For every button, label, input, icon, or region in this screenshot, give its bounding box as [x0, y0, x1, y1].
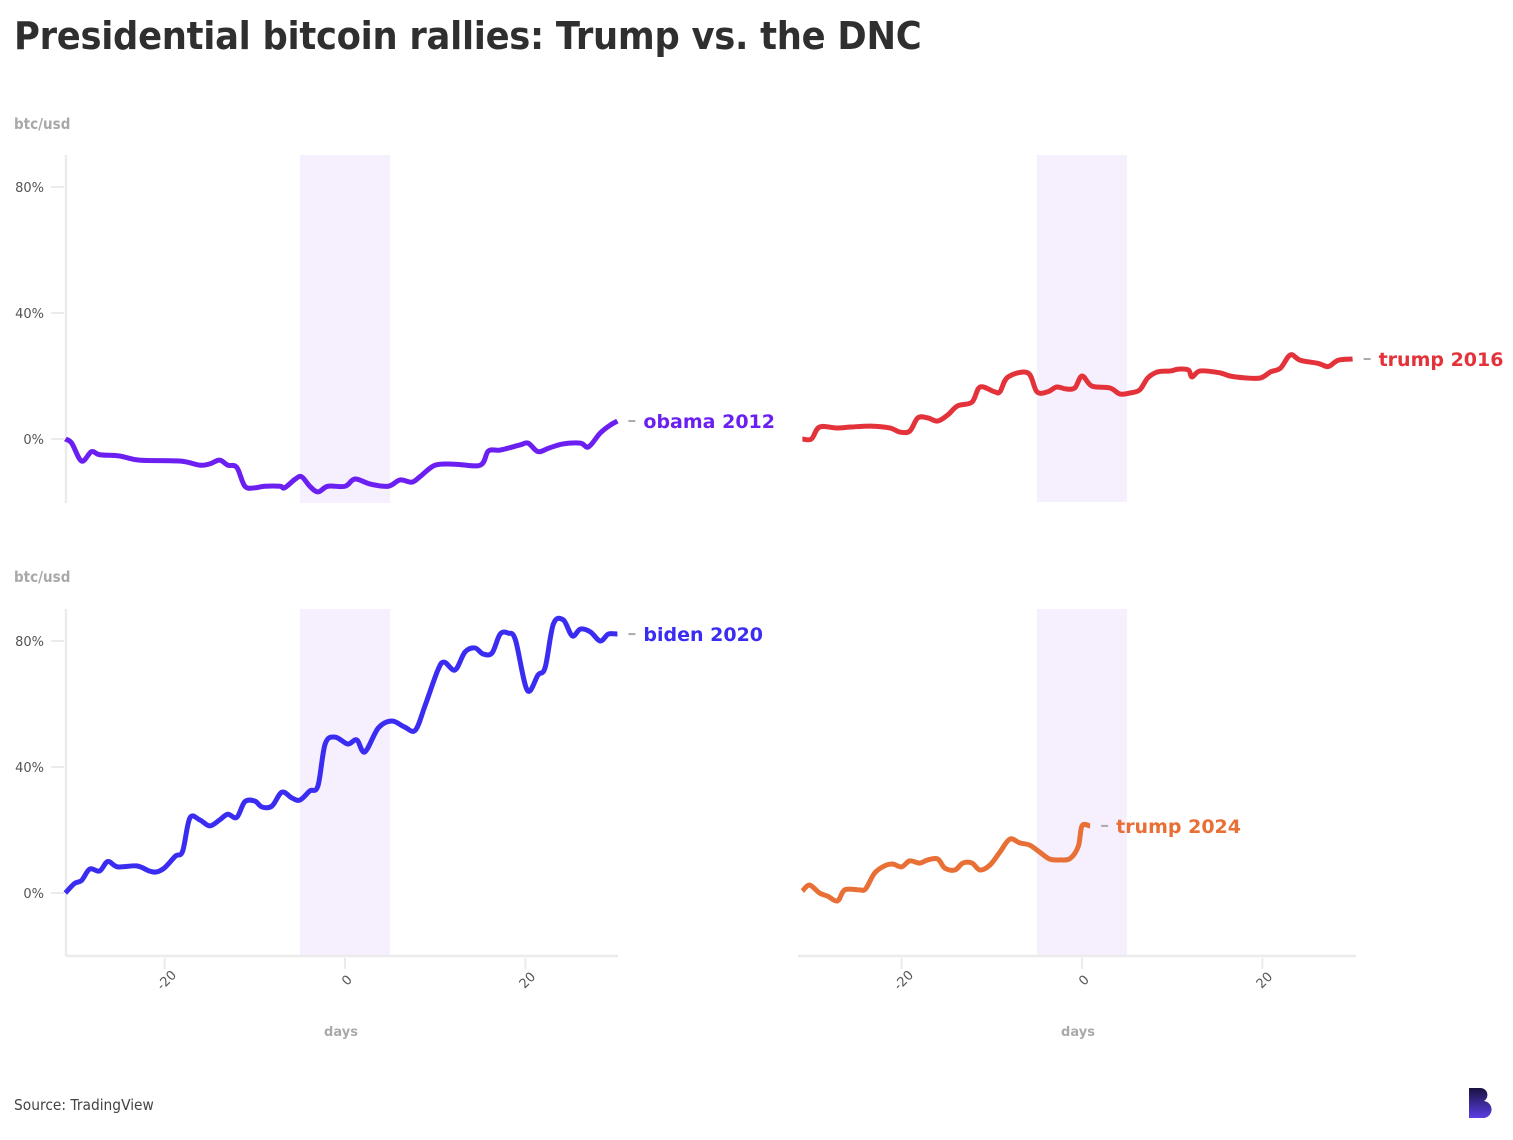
source-note: Source: TradingView [14, 1096, 154, 1114]
x-tick-label: -20 [154, 968, 180, 994]
series-end-label: trump 2016 [1379, 349, 1504, 371]
x-axis-title: days [324, 1025, 358, 1040]
highlight-band [1036, 155, 1128, 502]
x-tick-label: 0 [1076, 973, 1092, 989]
y-tick-label: 80% [15, 635, 44, 650]
y-axis-unit-label-bottom: btc/usd [14, 568, 71, 586]
series-end-label: obama 2012 [643, 411, 775, 433]
series-line-trump-2016 [802, 352, 1353, 443]
highlight-band [299, 155, 391, 503]
highlight-band [1036, 609, 1128, 956]
series-end-label: biden 2020 [643, 624, 763, 646]
x-tick-label: 20 [517, 970, 539, 992]
y-tick-label: 0% [23, 433, 44, 448]
panel-top-right: trump 2016 [802, 155, 1503, 502]
brand-b-logo-icon [1469, 1088, 1492, 1119]
x-tick-label: -20 [891, 968, 917, 994]
series-end-label: trump 2024 [1116, 816, 1241, 838]
panel-top-left: 0% 40% 80% obama 2012 [15, 155, 775, 503]
x-tick-label: 0 [339, 973, 355, 989]
x-tick-label: 20 [1254, 970, 1276, 992]
y-axis-unit-label-top: btc/usd [14, 115, 71, 133]
y-tick-label: 40% [15, 307, 44, 322]
x-axis-title: days [1061, 1025, 1095, 1040]
y-tick-label: 40% [15, 761, 44, 776]
panel-bottom-left: 0% 40% 80% -20 0 20 days biden 2020 [15, 609, 763, 1040]
chart-title: Presidential bitcoin rallies: Trump vs. … [14, 14, 922, 58]
y-tick-label: 0% [23, 887, 44, 902]
panel-bottom-right: -20 0 20 days trump 2024 [798, 609, 1356, 1040]
highlight-band [299, 609, 391, 956]
y-tick-label: 80% [15, 181, 44, 196]
